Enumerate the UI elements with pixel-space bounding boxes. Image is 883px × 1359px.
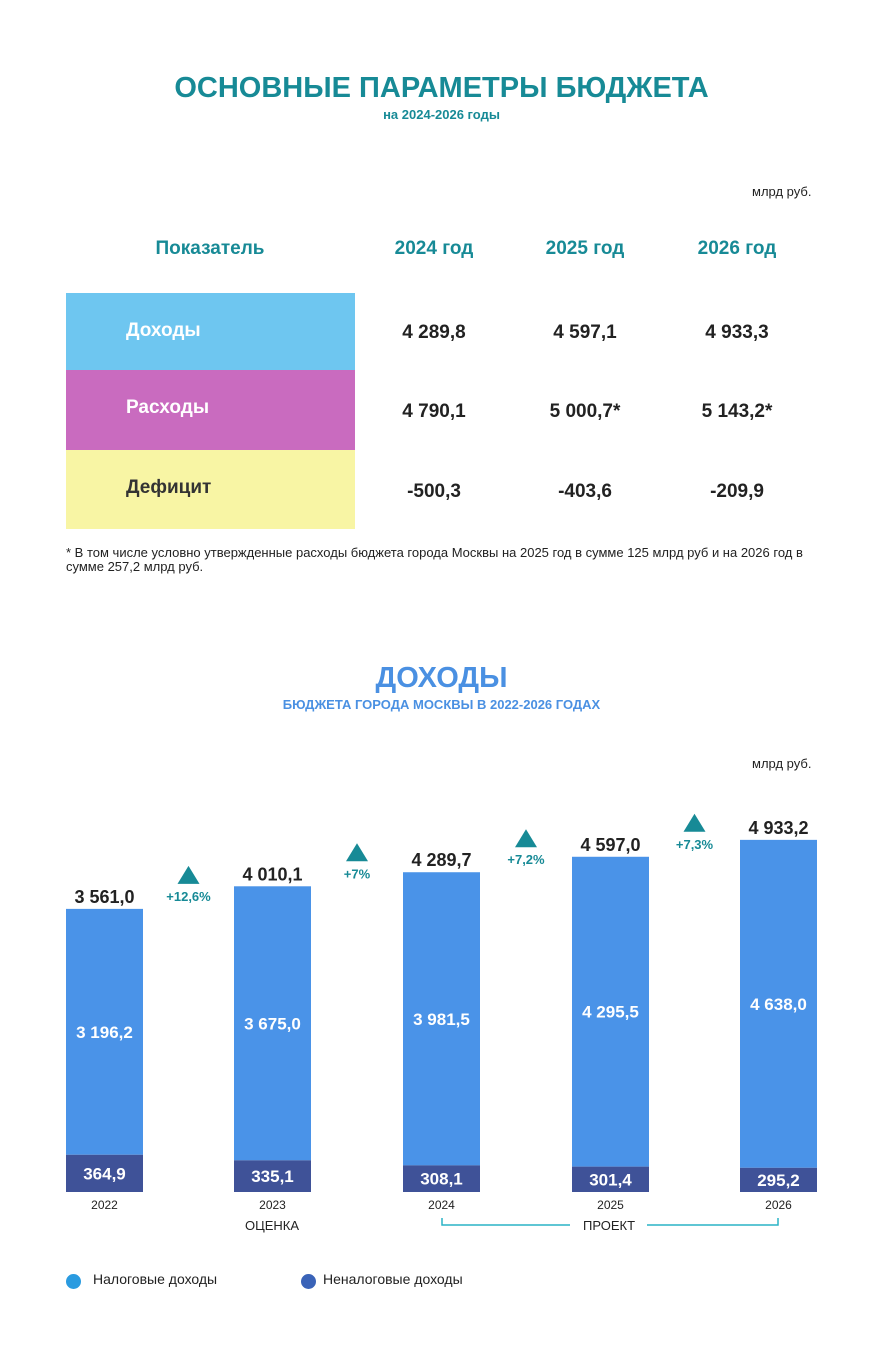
bar-total-label: 4 289,7 xyxy=(411,850,471,870)
legend-tax-dot-icon xyxy=(66,1274,81,1289)
header-2026: 2026 год xyxy=(697,238,777,259)
bar-nontax-label: 335,1 xyxy=(251,1167,294,1186)
growth-arrow-up-icon xyxy=(683,813,706,832)
income-chart-subtitle: БЮДЖЕТА ГОРОДА МОСКВЫ В 2022-2026 ГОДАХ xyxy=(282,697,601,712)
budget-params-subtitle: на 2024-2026 годы xyxy=(383,107,500,122)
growth-label: +7,3% xyxy=(676,837,714,852)
row-label-deficit: Дефицит xyxy=(66,450,355,529)
row-label-text: Дефицит xyxy=(126,477,212,498)
bar-tax xyxy=(403,872,480,1166)
row-label-income: Доходы xyxy=(66,293,355,370)
bar-nontax xyxy=(234,1160,311,1192)
row-label-text: Расходы xyxy=(126,397,210,418)
bar-nontax xyxy=(572,1166,649,1192)
bar-nontax-label: 364,9 xyxy=(83,1164,126,1183)
x-tick-label: 2024 xyxy=(428,1198,455,1212)
bar-tax xyxy=(66,908,143,1155)
bar-nontax xyxy=(740,1167,817,1192)
cell: -500,3 xyxy=(407,481,461,502)
growth-arrow-up-icon xyxy=(515,829,537,848)
project-bracket-right xyxy=(647,1218,779,1226)
row-label-text: Доходы xyxy=(126,320,201,341)
cell: 4 790,1 xyxy=(402,401,466,422)
x-tick-label: 2022 xyxy=(91,1198,118,1212)
estimate-label: ОЦЕНКА xyxy=(245,1218,299,1233)
bar-tax-label: 4 638,0 xyxy=(750,995,807,1014)
growth-label: +7,2% xyxy=(507,852,545,867)
header-2025: 2025 год xyxy=(545,238,625,259)
growth-arrow-up-icon xyxy=(177,865,200,884)
chart-unit: млрд руб. xyxy=(752,756,812,771)
growth-arrow-up-icon xyxy=(346,843,368,862)
footnote: * В том числе условно утвержденные расхо… xyxy=(66,545,803,574)
growth-label: +7% xyxy=(344,866,371,881)
x-tick-label: 2025 xyxy=(597,1198,624,1212)
row-label-expenses: Расходы xyxy=(66,370,355,450)
project-label: ПРОЕКТ xyxy=(583,1218,635,1233)
bar-nontax-label: 295,2 xyxy=(757,1171,800,1190)
bar-nontax xyxy=(403,1165,480,1192)
table-unit: млрд руб. xyxy=(752,184,812,199)
income-chart-title: ДОХОДЫ xyxy=(375,662,508,694)
bar-tax-label: 3 981,5 xyxy=(413,1010,470,1029)
cell: 4 289,8 xyxy=(402,322,466,343)
header-indicator: Показатель xyxy=(155,238,265,259)
legend-tax-label: Налоговые доходы xyxy=(93,1271,218,1287)
bar-nontax xyxy=(66,1154,143,1192)
cell: 5 000,7* xyxy=(549,401,621,422)
project-bracket-left xyxy=(441,1218,570,1226)
bar-tax xyxy=(572,856,649,1167)
legend-nontax-dot-icon xyxy=(301,1274,316,1289)
bar-tax-label: 3 196,2 xyxy=(76,1023,133,1042)
bar-tax xyxy=(740,839,817,1168)
bar-total-label: 4 597,0 xyxy=(580,835,640,855)
bar-total-label: 4 933,2 xyxy=(748,818,808,838)
bar-nontax-label: 308,1 xyxy=(420,1170,463,1189)
bar-tax-label: 4 295,5 xyxy=(582,1003,639,1022)
growth-label: +12,6% xyxy=(166,889,211,904)
bar-tax-label: 3 675,0 xyxy=(244,1014,301,1033)
x-tick-label: 2023 xyxy=(259,1198,286,1212)
cell: 5 143,2* xyxy=(701,401,773,422)
bar-total-label: 3 561,0 xyxy=(74,887,134,907)
cell: -403,6 xyxy=(558,481,612,502)
bar-total-label: 4 010,1 xyxy=(242,864,302,884)
budget-params-title: ОСНОВНЫЕ ПАРАМЕТРЫ БЮДЖЕТА xyxy=(174,72,709,104)
bar-tax xyxy=(234,886,311,1161)
cell: 4 597,1 xyxy=(553,322,617,343)
cell: 4 933,3 xyxy=(705,322,769,343)
x-tick-label: 2026 xyxy=(765,1198,792,1212)
bar-nontax-label: 301,4 xyxy=(589,1170,632,1189)
legend-nontax-label: Неналоговые доходы xyxy=(323,1271,463,1287)
cell: -209,9 xyxy=(710,481,764,502)
header-2024: 2024 год xyxy=(394,238,474,259)
